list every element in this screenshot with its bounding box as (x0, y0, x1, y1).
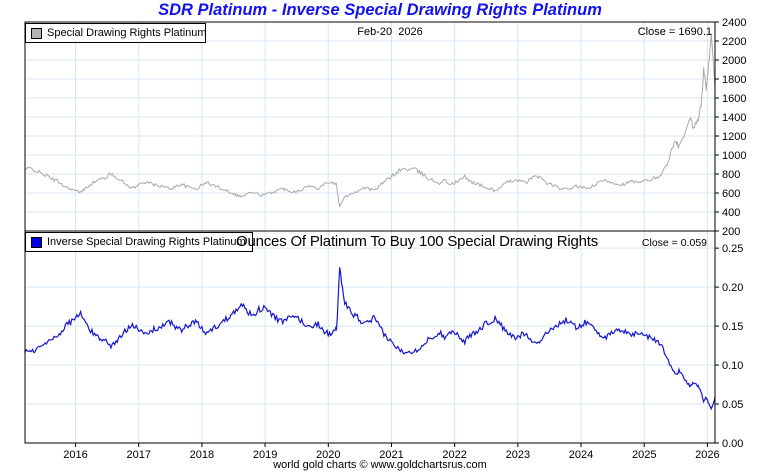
x-axis-year-label: 2019 (253, 449, 277, 461)
top-panel-border (24, 21, 716, 232)
y-axis-tick-label: 2400 (722, 17, 746, 29)
x-axis-year-label: 2025 (632, 449, 656, 461)
y-axis-tick-label: 0.10 (722, 360, 743, 372)
y-axis-tick-label: 0.05 (722, 399, 743, 411)
footer-credit: world gold charts © www.goldchartsrus.co… (273, 459, 487, 471)
x-axis-year-label: 2017 (126, 449, 150, 461)
y-axis-tick-label: 1600 (722, 93, 746, 105)
y-axis-tick-label: 1800 (722, 74, 746, 86)
top-panel-legend: Special Drawing Rights Platinum (25, 23, 207, 43)
y-axis-tick-label: 1200 (722, 131, 746, 143)
y-axis-tick-label: 0.25 (722, 243, 743, 255)
inverse-sdr-platinum-line (24, 267, 716, 411)
last-date-label: Feb-20 2026 (357, 26, 423, 38)
y-axis-tick-label: 600 (722, 188, 740, 200)
y-axis-tick-label: 200 (722, 226, 740, 238)
y-axis-tick-label: 1000 (722, 150, 746, 162)
x-axis-year-label: 2024 (569, 449, 593, 461)
inverse-series-swatch-icon (31, 236, 42, 248)
bottom-panel-border (24, 230, 716, 444)
y-axis-tick-label: 2200 (722, 36, 746, 48)
y-axis-tick-label: 2000 (722, 55, 746, 67)
top-panel-legend-label: Special Drawing Rights Platinum (47, 27, 207, 39)
bottom-panel-close-label: Close = 0.059 (641, 237, 707, 249)
x-axis-year-label: 2016 (63, 449, 87, 461)
top-panel-close-label: Close = 1690.1 (637, 26, 712, 38)
sdr-series-swatch-icon (31, 27, 42, 39)
y-axis-tick-label: 0.00 (722, 438, 743, 450)
x-axis-year-label: 2020 (316, 449, 340, 461)
x-axis-year-label: 2023 (506, 449, 530, 461)
bottom-panel-legend-label: Inverse Special Drawing Rights Platinum (47, 236, 246, 248)
x-axis-year-label: 2018 (190, 449, 214, 461)
y-axis-tick-label: 800 (722, 169, 740, 181)
bottom-panel-legend: Inverse Special Drawing Rights Platinum (25, 232, 253, 252)
x-axis-year-label: 2026 (695, 449, 719, 461)
y-axis-tick-label: 400 (722, 207, 740, 219)
x-axis-year-label: 2022 (442, 449, 466, 461)
x-axis-year-label: 2021 (379, 449, 403, 461)
y-axis-tick-label: 0.15 (722, 321, 743, 333)
y-axis-tick-label: 1400 (722, 112, 746, 124)
sdr-platinum-line (24, 33, 716, 208)
bottom-panel-subtitle: Ounces Of Platinum To Buy 100 Special Dr… (236, 233, 599, 250)
chart-title: SDR Platinum - Inverse Special Drawing R… (158, 1, 602, 19)
y-axis-tick-label: 0.20 (722, 282, 743, 294)
